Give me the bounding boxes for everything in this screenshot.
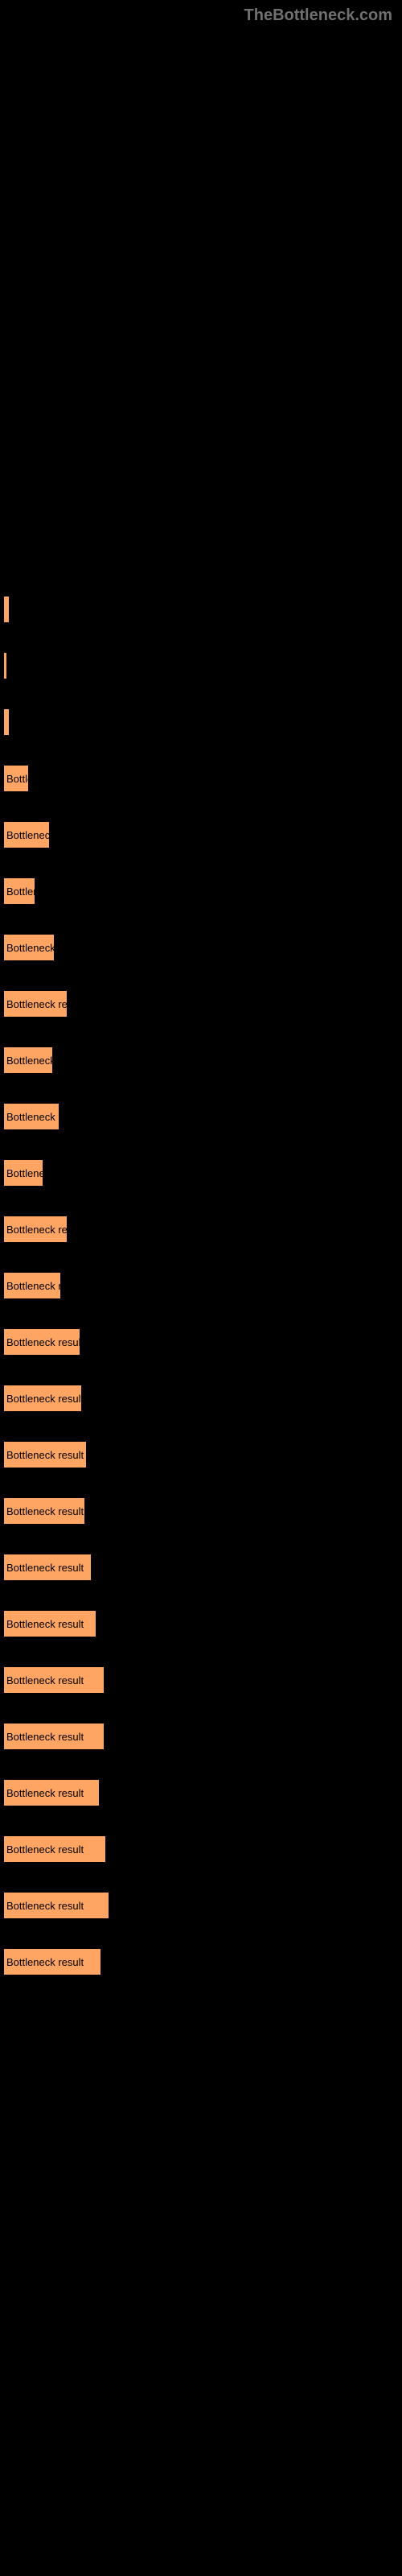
bar-row: Bottleneck result bbox=[3, 1666, 402, 1694]
bar-row: Bottleneck r bbox=[3, 934, 402, 961]
bar: Bottleneck result bbox=[3, 1610, 96, 1637]
bar-row: Bottleneck result bbox=[3, 1723, 402, 1750]
bar-label: Bottleneck result bbox=[6, 1618, 84, 1630]
bar-row bbox=[3, 596, 402, 623]
bar-row: Bottleneck result bbox=[3, 1779, 402, 1806]
bar-label: Bottleneck resu bbox=[6, 998, 68, 1010]
bar-label: Bottleneck r bbox=[6, 942, 55, 954]
bar: Bottleneck result bbox=[3, 1554, 92, 1581]
bar-row bbox=[3, 708, 402, 736]
bar: Bottleneck re bbox=[3, 1103, 59, 1130]
bar: Bottleneck r bbox=[3, 1046, 53, 1074]
top-spacer bbox=[0, 0, 402, 596]
bar-label: Bottlenec bbox=[6, 1167, 43, 1179]
bar-row: Bottleneck result bbox=[3, 1948, 402, 1975]
bar: Bottleneck result bbox=[3, 1385, 82, 1412]
bar-label: Bottleneck re bbox=[6, 1111, 59, 1123]
bar: Bottleneck result bbox=[3, 1328, 80, 1356]
bar-label: Bottleneck resu bbox=[6, 1224, 68, 1236]
bar-label: Bottlen bbox=[6, 886, 35, 898]
bar-row: Bottleneck result bbox=[3, 1497, 402, 1525]
bar-label: Bottleneck result bbox=[6, 1843, 84, 1856]
bar: Bottlenec bbox=[3, 1159, 43, 1187]
bar-row: Bottlen bbox=[3, 877, 402, 905]
bar-label: Bottleneck result bbox=[6, 1674, 84, 1686]
bar: Bottleneck result bbox=[3, 1723, 105, 1750]
bar bbox=[3, 708, 10, 736]
bar-label: Bottleneck result bbox=[6, 1731, 84, 1743]
bar-row: Bottleneck bbox=[3, 821, 402, 848]
bar-label: Bottleneck result bbox=[6, 1787, 84, 1799]
bar-row: Bottleneck result bbox=[3, 1892, 402, 1919]
bar: Bottleneck result bbox=[3, 1892, 109, 1919]
bar-row: Bottleneck result bbox=[3, 1328, 402, 1356]
bar-label: Bottleneck result bbox=[6, 1900, 84, 1912]
bar: Bottleneck result bbox=[3, 1835, 106, 1863]
bar: Bottleneck result bbox=[3, 1497, 85, 1525]
bar-row: Bottleneck r bbox=[3, 1046, 402, 1074]
bar-label: Bottleneck re bbox=[6, 1280, 61, 1292]
bar bbox=[3, 652, 7, 679]
bar: Bottleneck result bbox=[3, 1948, 101, 1975]
bar: Bottleneck result bbox=[3, 1441, 87, 1468]
bar: Bottleneck r bbox=[3, 934, 55, 961]
bar-label: Bottleneck bbox=[6, 829, 50, 841]
bar-label: Bottleneck result bbox=[6, 1505, 84, 1517]
bar: Bottleneck resu bbox=[3, 1216, 68, 1243]
bar: Bottleneck bbox=[3, 821, 50, 848]
bar-row: Bottleneck re bbox=[3, 1272, 402, 1299]
bar-chart: Bottle Bottleneck Bottlen Bottleneck r Bottl… bbox=[0, 596, 402, 1975]
bar-row: Bottleneck result bbox=[3, 1441, 402, 1468]
bar: Bottle bbox=[3, 765, 29, 792]
bar-label: Bottleneck result bbox=[6, 1336, 80, 1348]
bar-row: Bottleneck result bbox=[3, 1554, 402, 1581]
bar: Bottlen bbox=[3, 877, 35, 905]
bar: Bottleneck result bbox=[3, 1779, 100, 1806]
watermark-text: TheBottleneck.com bbox=[244, 6, 392, 25]
bar-label: Bottleneck result bbox=[6, 1449, 84, 1461]
bar: Bottleneck resu bbox=[3, 990, 68, 1018]
bar-row: Bottlenec bbox=[3, 1159, 402, 1187]
bar-row: Bottleneck result bbox=[3, 1835, 402, 1863]
bar-label: Bottleneck result bbox=[6, 1562, 84, 1574]
bar: Bottleneck result bbox=[3, 1666, 105, 1694]
bar-label: Bottle bbox=[6, 773, 29, 785]
bar-label: Bottleneck result bbox=[6, 1393, 82, 1405]
bar-row: Bottleneck result bbox=[3, 1610, 402, 1637]
bar-row bbox=[3, 652, 402, 679]
bar-row: Bottleneck re bbox=[3, 1103, 402, 1130]
bar-label: Bottleneck r bbox=[6, 1055, 53, 1067]
bar: Bottleneck re bbox=[3, 1272, 61, 1299]
bar bbox=[3, 596, 10, 623]
bar-row: Bottleneck result bbox=[3, 1385, 402, 1412]
bar-row: Bottleneck resu bbox=[3, 1216, 402, 1243]
bar-row: Bottle bbox=[3, 765, 402, 792]
bar-label: Bottleneck result bbox=[6, 1956, 84, 1968]
bar-row: Bottleneck resu bbox=[3, 990, 402, 1018]
